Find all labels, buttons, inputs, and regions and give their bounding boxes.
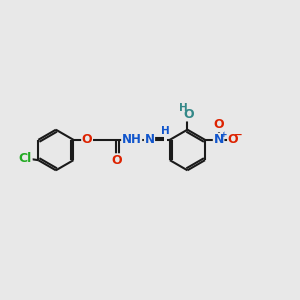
Text: N: N [213,133,224,146]
Text: O: O [183,108,194,121]
Text: +: + [220,130,227,139]
Text: NH: NH [122,133,142,146]
Text: O: O [111,154,122,167]
Text: O: O [228,133,238,146]
Text: H: H [178,103,187,113]
Text: Cl: Cl [19,152,32,165]
Text: N: N [145,133,154,146]
Text: H: H [161,126,170,136]
Text: O: O [213,118,224,131]
Text: O: O [82,133,92,146]
Text: −: − [234,129,243,140]
